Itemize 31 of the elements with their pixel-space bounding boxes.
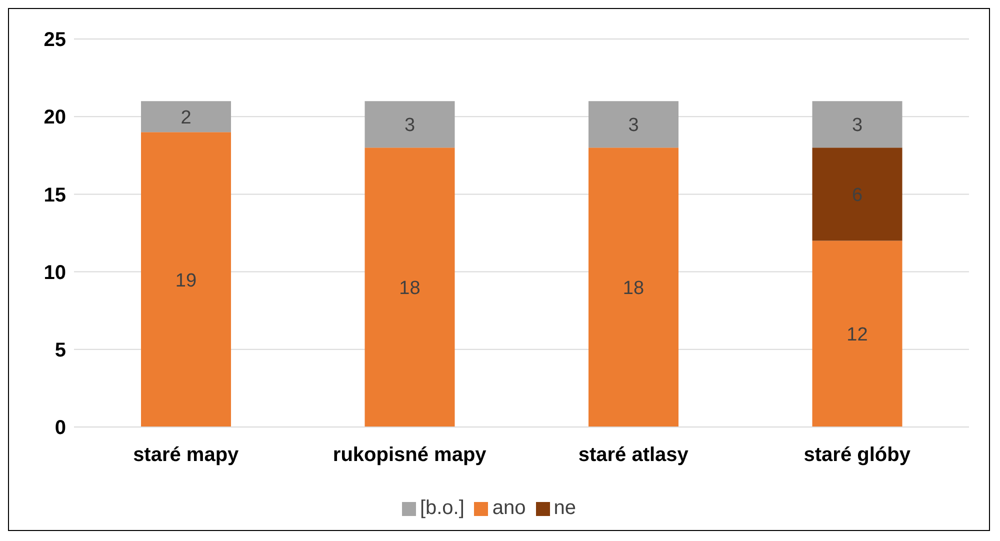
y-tick-label: 25 (44, 29, 66, 52)
x-tick-label: staré mapy (133, 444, 240, 466)
data-label: 12 (846, 324, 868, 346)
y-tick-label: 0 (54, 417, 66, 440)
data-label: 19 (175, 270, 197, 292)
bar (588, 148, 678, 427)
data-label: 18 (622, 278, 644, 300)
y-tick-label: 5 (54, 340, 66, 362)
bar (588, 101, 678, 148)
data-label: 2 (180, 107, 192, 128)
legend-label: [b.o.] (420, 497, 464, 519)
bar (812, 240, 902, 427)
data-label: 3 (852, 115, 863, 136)
x-tick-label: rukopisné mapy (332, 444, 488, 466)
y-tick-label: 15 (44, 184, 66, 206)
legend-label: ano (492, 497, 526, 519)
bar (364, 101, 455, 148)
data-label: 18 (399, 278, 420, 300)
y-tick-label: 10 (44, 262, 66, 284)
x-tick-label: staré glóby (804, 444, 912, 466)
bar (141, 101, 231, 132)
data-label: 6 (852, 184, 863, 206)
x-tick-label: staré atlasy (578, 444, 690, 466)
bar (364, 148, 455, 427)
legend-label: ne (554, 497, 576, 519)
data-label: 3 (404, 115, 416, 136)
bar (812, 101, 902, 148)
data-label: 3 (628, 115, 639, 136)
y-tick-label: 20 (44, 106, 66, 129)
bar (812, 148, 902, 241)
bar (141, 132, 231, 427)
